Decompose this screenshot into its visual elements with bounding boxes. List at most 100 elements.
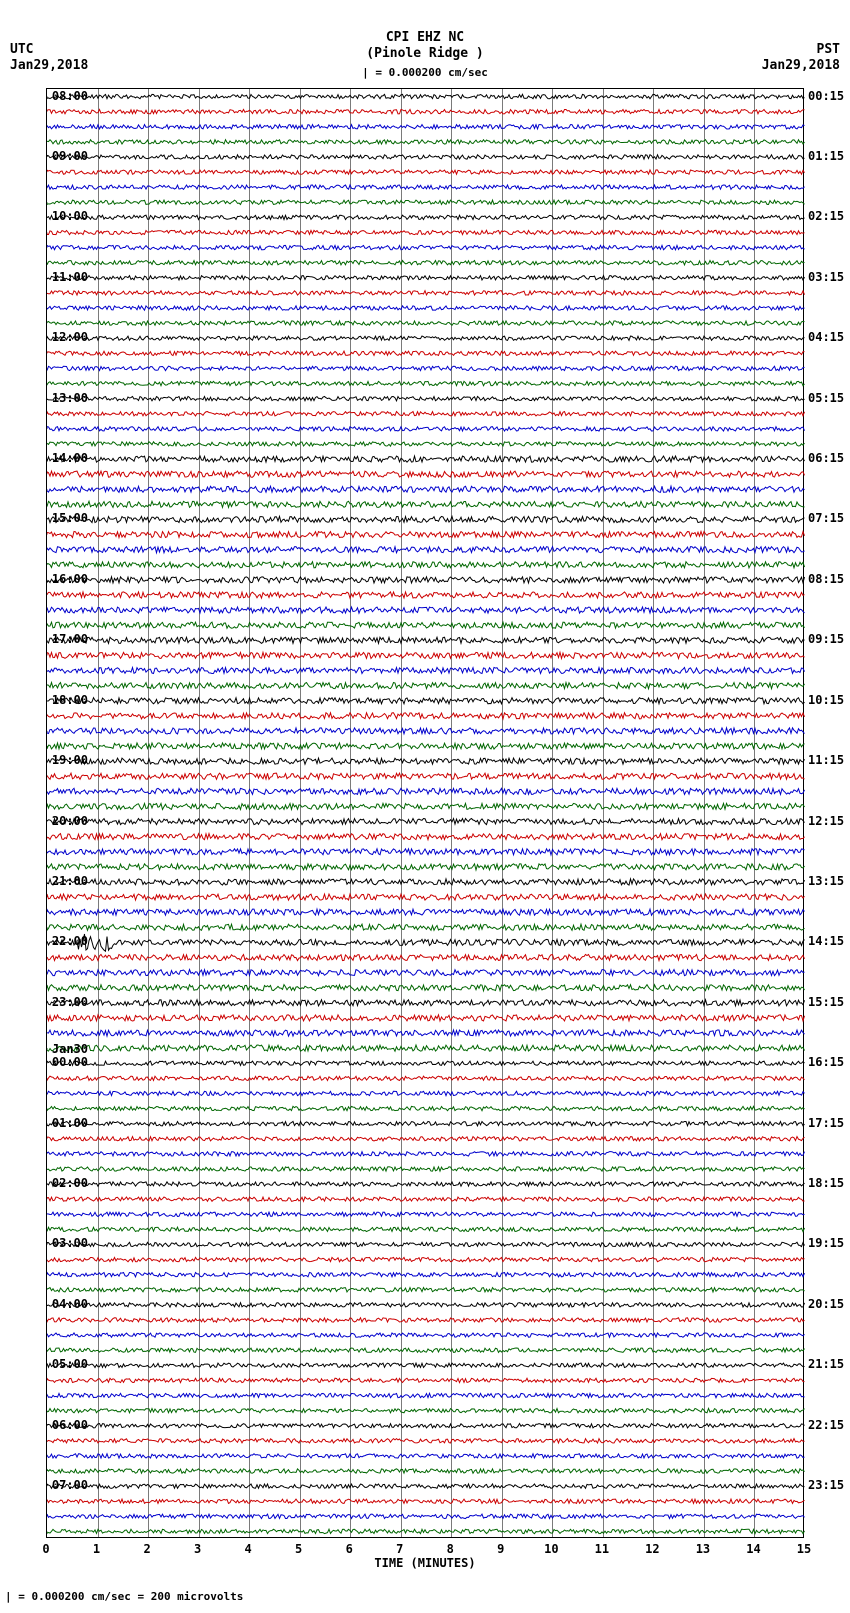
utc-hour-label: 13:00 [52,391,88,405]
pst-hour-label: 21:15 [808,1357,844,1371]
seismic-trace [47,1378,805,1382]
seismic-trace [47,1484,805,1488]
tz-left-label: UTC [10,42,88,58]
seismic-trace [47,1288,805,1292]
x-tick-label: 14 [746,1542,760,1556]
pst-hour-label: 01:15 [808,149,844,163]
utc-hour-label: 16:00 [52,572,88,586]
trace-svg [47,89,805,1539]
seismic-trace [47,1015,805,1021]
seismic-trace [47,879,805,885]
seismic-trace [47,562,805,568]
x-tick-label: 9 [497,1542,504,1556]
pst-hour-label: 07:15 [808,511,844,525]
utc-hour-label: 15:00 [52,511,88,525]
seismic-trace [47,200,805,204]
seismic-trace [47,894,805,900]
seismic-trace [47,109,805,113]
seismic-trace [47,1152,805,1156]
seismic-trace [47,336,805,340]
seismic-trace [47,381,805,385]
utc-hour-label: 01:00 [52,1116,88,1130]
seismogram-container: CPI EHZ NC (Pinole Ridge ) UTC Jan29,201… [0,0,850,1613]
seismic-trace [47,1167,805,1171]
pst-hour-label: 14:15 [808,934,844,948]
utc-hour-label: 06:00 [52,1418,88,1432]
x-tick-label: 8 [447,1542,454,1556]
pst-hour-label: 19:15 [808,1236,844,1250]
x-tick-label: 2 [143,1542,150,1556]
pst-hour-label: 11:15 [808,753,844,767]
seismic-trace [47,1076,805,1080]
pst-hour-label: 18:15 [808,1176,844,1190]
seismic-trace [47,1106,805,1110]
footer-scale-note: | = 0.000200 cm/sec = 200 microvolts [5,1590,243,1603]
pst-hour-label: 17:15 [808,1116,844,1130]
seismic-trace [47,1045,805,1051]
utc-hour-label: 19:00 [52,753,88,767]
seismic-trace [47,1514,805,1518]
pst-hour-label: 02:15 [808,209,844,223]
seismic-trace [47,306,805,310]
seismic-trace [47,185,805,189]
seismic-trace [47,1272,805,1276]
seismic-trace [47,321,805,325]
seismic-trace [47,818,805,824]
utc-hour-label: 23:00 [52,995,88,1009]
seismic-trace [47,1242,805,1246]
x-tick-label: 0 [42,1542,49,1556]
seismic-trace [47,1424,805,1428]
seismic-trace [47,140,805,144]
pst-hour-label: 13:15 [808,874,844,888]
seismic-trace [47,501,805,507]
utc-hour-label: 00:00 [52,1055,88,1069]
pst-hour-label: 16:15 [808,1055,844,1069]
seismic-trace [47,1303,805,1307]
seismic-trace [47,1393,805,1397]
pst-hour-label: 09:15 [808,632,844,646]
utc-hour-label: 14:00 [52,451,88,465]
pst-hour-label: 00:15 [808,89,844,103]
seismic-trace [47,1030,805,1036]
seismic-trace [47,291,805,295]
seismic-trace [47,261,805,265]
seismic-trace [47,1499,805,1503]
seismic-trace [47,1333,805,1337]
seismic-trace [47,970,805,976]
seismic-trace [47,427,805,431]
seismic-trace [47,622,805,628]
seismic-trace [47,456,805,462]
seismic-trace [47,1454,805,1458]
seismic-trace [47,1439,805,1443]
seismic-trace [47,396,805,400]
seismic-trace [47,1257,805,1261]
seismic-trace [47,803,805,809]
seismic-trace [47,1000,805,1006]
seismic-trace [47,1469,805,1473]
station-id-line: CPI EHZ NC [0,30,850,46]
pst-hour-label: 10:15 [808,693,844,707]
seismic-trace [47,909,805,915]
seismic-trace [47,667,805,673]
seismic-trace [47,788,805,794]
station-header: CPI EHZ NC (Pinole Ridge ) [0,30,850,61]
seismic-trace [47,577,805,583]
utc-hour-label: 03:00 [52,1236,88,1250]
x-tick-label: 6 [346,1542,353,1556]
seismic-trace [47,1227,805,1231]
utc-hour-label: 08:00 [52,89,88,103]
pst-hour-label: 08:15 [808,572,844,586]
pst-hour-label: 04:15 [808,330,844,344]
seismic-trace [47,773,805,779]
scale-hint: | = 0.000200 cm/sec [0,66,850,79]
helicorder-plot [46,88,804,1538]
x-tick-label: 7 [396,1542,403,1556]
seismic-trace [47,1363,805,1367]
pst-hour-label: 05:15 [808,391,844,405]
utc-hour-label: 10:00 [52,209,88,223]
x-axis: TIME (MINUTES) 0123456789101112131415 [46,1540,804,1580]
x-axis-title: TIME (MINUTES) [46,1556,804,1570]
pst-hour-label: 20:15 [808,1297,844,1311]
utc-hour-label: 18:00 [52,693,88,707]
pst-hour-label: 23:15 [808,1478,844,1492]
